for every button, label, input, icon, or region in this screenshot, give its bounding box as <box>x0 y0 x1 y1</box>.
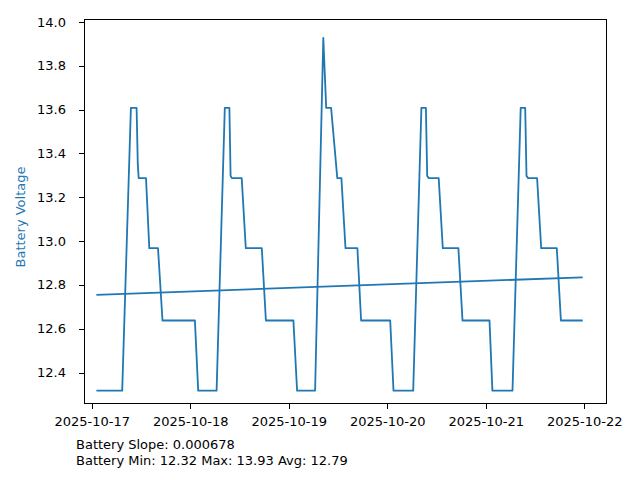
annotation-min-max-avg: Battery Min: 12.32 Max: 13.93 Avg: 12.79 <box>76 453 348 469</box>
y-tick-label: 12.4 <box>37 365 66 380</box>
y-tick-label: 12.6 <box>37 321 66 336</box>
axes-frame <box>84 19 607 404</box>
x-tick-label: 2025-10-22 <box>547 414 623 429</box>
y-tick-label: 13.2 <box>37 190 66 205</box>
y-tick-label: 12.8 <box>37 277 66 292</box>
x-tick-label: 2025-10-17 <box>55 414 131 429</box>
y-tick-label: 14.0 <box>37 15 66 30</box>
y-tick-label: 13.6 <box>37 102 66 117</box>
y-tick-label: 13.0 <box>37 234 66 249</box>
x-tick-label: 2025-10-19 <box>251 414 327 429</box>
chart-annotation: Battery Slope: 0.000678 Battery Min: 12.… <box>76 437 348 470</box>
x-tick-label: 2025-10-20 <box>350 414 426 429</box>
annotation-slope: Battery Slope: 0.000678 <box>76 437 348 453</box>
trend-line-line <box>96 277 582 295</box>
y-tick-label: 13.4 <box>37 146 66 161</box>
battery-voltage-chart: 2025-10-17 2025-10-18 2025-10-19 2025-10-20… <box>0 0 640 480</box>
x-tick-label: 2025-10-18 <box>153 414 229 429</box>
battery-voltage-line <box>96 38 582 391</box>
chart-plot-area: 2025-10-17 2025-10-18 2025-10-19 2025-10-20… <box>0 0 640 480</box>
x-tick-label: 2025-10-21 <box>448 414 524 429</box>
y-axis-label: Battery Voltage <box>13 166 28 267</box>
y-tick-label: 13.8 <box>37 58 66 73</box>
